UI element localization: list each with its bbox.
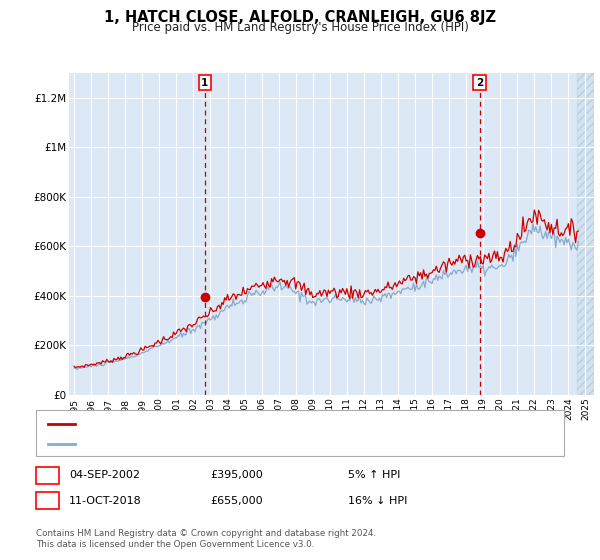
Bar	[577, 73, 594, 395]
Text: £395,000: £395,000	[210, 470, 263, 480]
Text: Contains HM Land Registry data © Crown copyright and database right 2024.
This d: Contains HM Land Registry data © Crown c…	[36, 529, 376, 549]
Text: 1: 1	[44, 470, 51, 480]
Text: 5% ↑ HPI: 5% ↑ HPI	[348, 470, 400, 480]
Text: 1: 1	[201, 78, 208, 87]
Text: £655,000: £655,000	[210, 496, 263, 506]
Text: 1, HATCH CLOSE, ALFOLD, CRANLEIGH, GU6 8JZ: 1, HATCH CLOSE, ALFOLD, CRANLEIGH, GU6 8…	[104, 10, 496, 25]
Text: 1, HATCH CLOSE, ALFOLD, CRANLEIGH, GU6 8JZ (detached house): 1, HATCH CLOSE, ALFOLD, CRANLEIGH, GU6 8…	[81, 419, 424, 430]
Text: HPI: Average price, detached house, Waverley: HPI: Average price, detached house, Wave…	[81, 438, 322, 449]
Text: Price paid vs. HM Land Registry's House Price Index (HPI): Price paid vs. HM Land Registry's House …	[131, 21, 469, 34]
Text: 11-OCT-2018: 11-OCT-2018	[69, 496, 142, 506]
Text: 04-SEP-2002: 04-SEP-2002	[69, 470, 140, 480]
Text: 2: 2	[44, 496, 51, 506]
Text: 16% ↓ HPI: 16% ↓ HPI	[348, 496, 407, 506]
Text: 2: 2	[476, 78, 483, 87]
